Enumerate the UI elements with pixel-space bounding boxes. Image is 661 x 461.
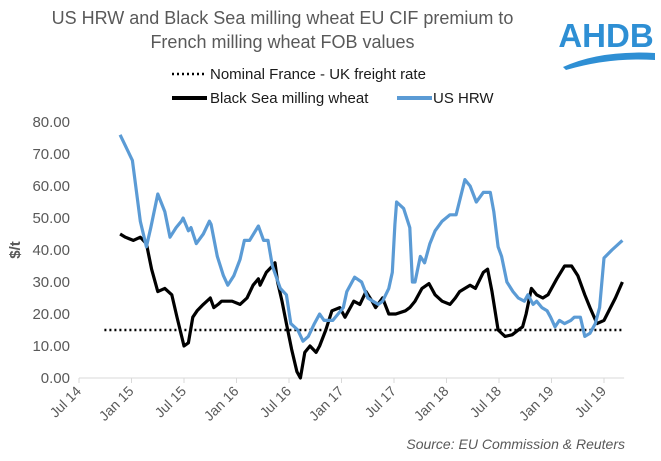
x-axis: Jul 14 Jan 15 Jul 15 Jan 16 Jul 16 Jan 17 Jul …	[46, 377, 625, 424]
y-tick-label: 30.00	[32, 274, 70, 291]
y-tick-label: 50.00	[32, 210, 70, 227]
series-group	[104, 134, 624, 380]
x-tick-label: Jul 16	[256, 383, 294, 421]
x-tick-label: Jan 18	[411, 383, 452, 424]
legend-label-black-sea: Black Sea milling wheat	[210, 90, 369, 107]
legend-label-us-hrw: US HRW	[433, 90, 494, 107]
x-tick-label: Jul 19	[571, 383, 609, 421]
y-tick-label: 0.00	[41, 370, 70, 387]
chart-title-line1: US HRW and Black Sea milling wheat EU CI…	[51, 8, 514, 28]
y-tick-label: 60.00	[32, 178, 70, 195]
x-tick-label: Jan 16	[201, 383, 242, 424]
ahdb-logo: AHDB	[558, 17, 655, 70]
y-tick-label: 10.00	[32, 338, 70, 355]
y-axis-label: $/t	[7, 241, 24, 259]
y-axis: 0.00 10.00 20.00 30.00 40.00 50.00 60.00 70.00 8…	[32, 114, 70, 387]
x-tick-label: Jul 18	[466, 383, 504, 421]
y-tick-label: 70.00	[32, 146, 70, 163]
y-tick-label: 20.00	[32, 306, 70, 323]
source-note: Source: EU Commission & Reuters	[406, 436, 625, 452]
x-tick-label: Jul 17	[361, 383, 399, 421]
logo-wave-icon	[563, 52, 655, 70]
series-line-black-sea-milling-wheat	[119, 232, 624, 380]
series-line-us-hrw	[118, 134, 624, 343]
chart-title-line2: French milling wheat FOB values	[150, 32, 415, 52]
x-tick-label: Jul 14	[46, 383, 84, 421]
x-tick-label: Jul 15	[151, 383, 189, 421]
x-tick-label: Jan 17	[306, 383, 347, 424]
y-tick-label: 80.00	[32, 114, 70, 131]
legend: Nominal France - UK freight rate Black S…	[172, 66, 494, 107]
x-tick-label: Jan 15	[96, 383, 137, 424]
x-tick-label: Jan 19	[516, 383, 557, 424]
legend-label-freight: Nominal France - UK freight rate	[210, 66, 426, 83]
logo-text: AHDB	[558, 17, 653, 54]
y-tick-label: 40.00	[32, 242, 70, 259]
